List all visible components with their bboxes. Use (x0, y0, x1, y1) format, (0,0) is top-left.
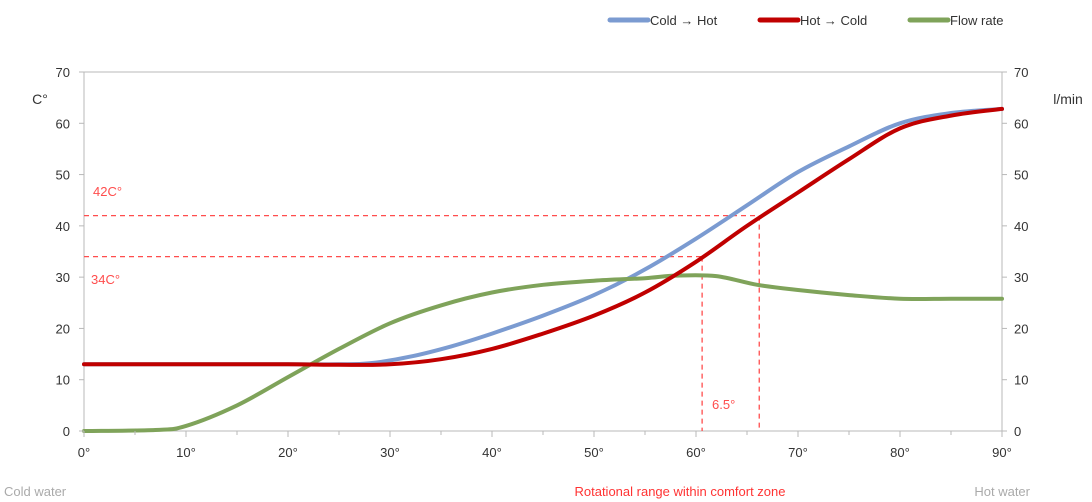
footer-cold-water: Cold water (4, 484, 67, 499)
legend-label-hot-cold: Hot → Cold (800, 13, 867, 28)
legend-label-flow-rate: Flow rate (950, 13, 1003, 28)
y-left-tick-label: 40 (56, 219, 70, 234)
y-left-tick-label: 0 (63, 424, 70, 439)
x-tick-label: 10° (176, 445, 196, 460)
y-right-tick-label: 20 (1014, 321, 1028, 336)
x-tick-label: 50° (584, 445, 604, 460)
x-tick-label: 0° (78, 445, 90, 460)
label-34c: 34C° (91, 272, 120, 287)
x-tick-label: 80° (890, 445, 910, 460)
x-tick-label: 70° (788, 445, 808, 460)
y-right-unit: l/min (1053, 91, 1083, 107)
series-line-hot-to-cold (82, 106, 1004, 367)
y-left-tick-label: 50 (56, 168, 70, 183)
footer-comfort-zone: Rotational range within comfort zone (574, 484, 785, 499)
legend: Cold → Hot Hot → Cold Flow rate (607, 13, 1003, 28)
x-tick-label: 30° (380, 445, 400, 460)
ticks-layer: 0 0 10 10 20 20 30 30 40 40 50 50 60 60 70 70 0° 10° 20° 30… (56, 65, 1029, 460)
guide-lines (84, 214, 760, 431)
plot-frame (83, 71, 1003, 432)
label-range-6-5: 6.5° (712, 397, 735, 412)
y-right-tick-label: 0 (1014, 424, 1021, 439)
x-tick-label: 20° (278, 445, 298, 460)
y-left-tick-label: 60 (56, 116, 70, 131)
y-right-tick-label: 30 (1014, 270, 1028, 285)
y-right-tick-label: 40 (1014, 219, 1028, 234)
x-tick-label: 40° (482, 445, 502, 460)
y-left-tick-label: 10 (56, 373, 70, 388)
y-right-tick-label: 10 (1014, 373, 1028, 388)
y-left-tick-label: 30 (56, 270, 70, 285)
y-left-tick-label: 70 (56, 65, 70, 80)
label-42c: 42C° (93, 184, 122, 199)
y-right-tick-label: 70 (1014, 65, 1028, 80)
series-line-flow-rate (82, 273, 1004, 433)
x-tick-label: 90° (992, 445, 1012, 460)
legend-label-cold-hot: Cold → Hot (650, 13, 718, 28)
y-left-unit: C° (32, 91, 48, 107)
y-left-tick-label: 20 (56, 321, 70, 336)
x-tick-label: 60° (686, 445, 706, 460)
y-right-tick-label: 50 (1014, 168, 1028, 183)
series-layer (82, 106, 1004, 433)
y-right-tick-label: 60 (1014, 116, 1028, 131)
footer-hot-water: Hot water (974, 484, 1030, 499)
